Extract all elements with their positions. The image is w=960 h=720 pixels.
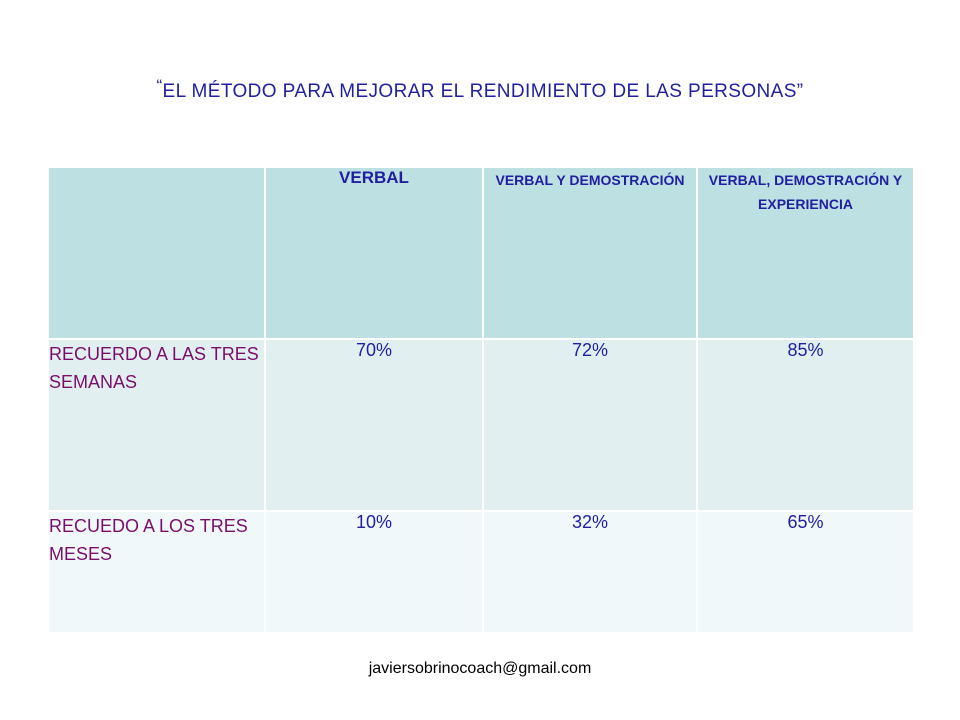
results-table: VERBAL VERBAL Y DEMOSTRACIÓN VERBAL, DEM… <box>47 166 915 634</box>
header-corner-cell <box>47 166 266 340</box>
slide-title: “EL MÉTODO PARA MEJORAR EL RENDIMIENTO D… <box>0 76 960 103</box>
header-verbal-demostracion-experiencia: VERBAL, DEMOSTRACIÓN Y EXPERIENCIA <box>696 166 915 340</box>
row-label-tres-semanas: RECUERDO A LAS TRES SEMANAS <box>47 338 266 512</box>
table-row: RECUEDO A LOS TRES MESES 10% 32% 65% <box>47 510 915 634</box>
cell-value: 72% <box>482 338 698 512</box>
header-verbal: VERBAL <box>264 166 484 340</box>
cell-value: 65% <box>696 510 915 634</box>
table-header-row: VERBAL VERBAL Y DEMOSTRACIÓN VERBAL, DEM… <box>47 166 915 340</box>
table-row: RECUERDO A LAS TRES SEMANAS 70% 72% 85% <box>47 338 915 512</box>
cell-value: 10% <box>264 510 484 634</box>
cell-value: 70% <box>264 338 484 512</box>
footer-email: javiersobrinocoach@gmail.com <box>368 660 592 677</box>
title-text: EL MÉTODO PARA MEJORAR EL RENDIMIENTO DE… <box>162 81 804 102</box>
title-open-quote: “ <box>156 76 163 95</box>
header-verbal-demostracion: VERBAL Y DEMOSTRACIÓN <box>482 166 698 340</box>
row-label-tres-meses: RECUEDO A LOS TRES MESES <box>47 510 266 634</box>
cell-value: 85% <box>696 338 915 512</box>
cell-value: 32% <box>482 510 698 634</box>
